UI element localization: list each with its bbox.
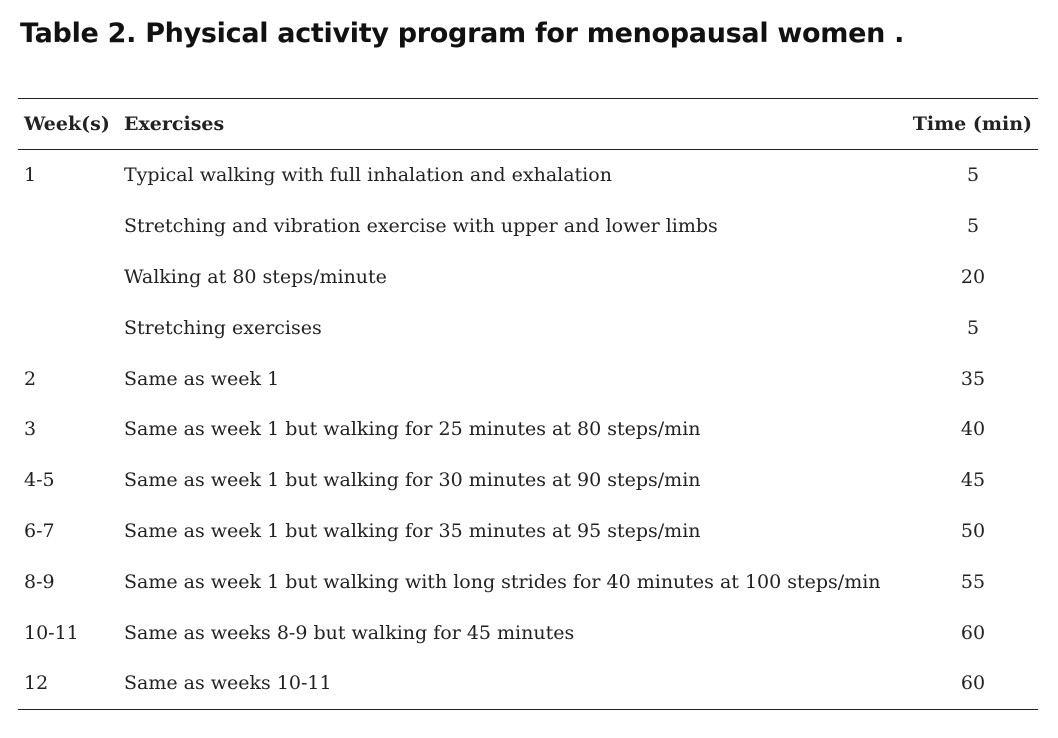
header-exercises: Exercises <box>124 113 225 135</box>
cell-week <box>18 302 124 353</box>
cell-time: 60 <box>960 672 986 695</box>
header-row: Week(s) Exercises Time (min) <box>18 98 1038 150</box>
header-week: Week(s) <box>24 113 110 135</box>
activity-table: Week(s) Exercises Time (min) 1 Typical w… <box>18 98 1038 710</box>
cell-week: 6-7 <box>24 519 55 542</box>
cell-exercise: Same as week 1 <box>124 367 280 390</box>
cell-time: 40 <box>960 418 986 441</box>
cell-time: 45 <box>960 469 986 492</box>
cell-exercise: Same as week 1 but walking with long str… <box>124 570 881 593</box>
cell-time: 5 <box>966 215 980 238</box>
cell-exercise: Same as weeks 8-9 but walking for 45 min… <box>124 621 575 644</box>
table-row: 3 Same as week 1 but walking for 25 minu… <box>18 404 1038 455</box>
cell-week: 10-11 <box>24 621 79 644</box>
cell-week: 1 <box>24 164 37 187</box>
cell-week: 4-5 <box>24 469 55 492</box>
table-body: 1 Typical walking with full inhalation a… <box>18 150 1038 710</box>
table-row: 12 Same as weeks 10-11 60 <box>18 658 1038 710</box>
cell-time: 50 <box>960 519 986 542</box>
cell-exercise: Same as weeks 10-11 <box>124 672 332 695</box>
cell-time: 55 <box>960 570 986 593</box>
cell-time: 20 <box>960 265 986 288</box>
cell-time: 5 <box>966 316 980 339</box>
cell-exercise: Same as week 1 but walking for 25 minute… <box>124 418 701 441</box>
cell-week: 3 <box>24 418 37 441</box>
cell-time: 60 <box>960 621 986 644</box>
cell-exercise: Walking at 80 steps/minute <box>124 265 387 288</box>
table-row: 10-11 Same as weeks 8-9 but walking for … <box>18 607 1038 658</box>
table-header: Week(s) Exercises Time (min) <box>18 98 1038 150</box>
cell-exercise: Stretching exercises <box>124 316 322 339</box>
cell-week <box>18 252 124 303</box>
table-row: 1 Typical walking with full inhalation a… <box>18 150 1038 201</box>
cell-exercise: Stretching and vibration exercise with u… <box>124 215 718 238</box>
table-row: 4-5 Same as week 1 but walking for 30 mi… <box>18 455 1038 506</box>
cell-week: 2 <box>24 367 37 390</box>
table-row: 6-7 Same as week 1 but walking for 35 mi… <box>18 506 1038 557</box>
cell-week: 12 <box>24 672 49 695</box>
table-title: Table 2. Physical activity program for m… <box>20 18 905 49</box>
cell-exercise: Typical walking with full inhalation and… <box>124 164 612 187</box>
table-row: Stretching and vibration exercise with u… <box>18 201 1038 252</box>
cell-week: 8-9 <box>24 570 55 593</box>
table-row: 8-9 Same as week 1 but walking with long… <box>18 556 1038 607</box>
cell-week <box>18 201 124 252</box>
header-time: Time (min) <box>912 113 1032 135</box>
cell-time: 5 <box>966 164 980 187</box>
activity-table-container: Week(s) Exercises Time (min) 1 Typical w… <box>18 98 1038 710</box>
cell-exercise: Same as week 1 but walking for 35 minute… <box>124 519 701 542</box>
table-row: Stretching exercises 5 <box>18 302 1038 353</box>
cell-exercise: Same as week 1 but walking for 30 minute… <box>124 469 701 492</box>
table-row: 2 Same as week 1 35 <box>18 353 1038 404</box>
cell-time: 35 <box>960 367 986 390</box>
table-row: Walking at 80 steps/minute 20 <box>18 252 1038 303</box>
